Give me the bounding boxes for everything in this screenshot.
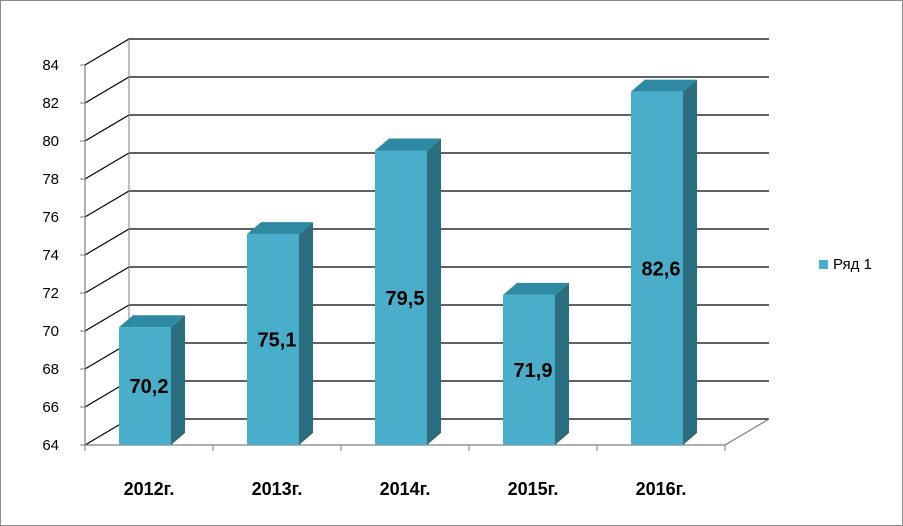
bar-top bbox=[247, 222, 313, 235]
bar-side bbox=[683, 79, 697, 445]
gridline bbox=[84, 38, 769, 66]
bar-top bbox=[375, 138, 441, 151]
bar-top bbox=[631, 79, 697, 92]
y-tick-label: 84 bbox=[42, 57, 59, 74]
y-tick-label: 68 bbox=[42, 361, 59, 378]
x-tick-label: 2014г. bbox=[380, 479, 431, 499]
y-tick-label: 64 bbox=[42, 437, 59, 454]
bar-2015г. bbox=[503, 282, 569, 445]
bar-2013г. bbox=[247, 222, 313, 445]
legend: Ряд 1 bbox=[819, 256, 872, 273]
y-tick-label: 70 bbox=[42, 323, 59, 340]
bar-side bbox=[171, 315, 185, 445]
x-tick-label: 2015г. bbox=[508, 479, 559, 499]
bar-side bbox=[555, 282, 569, 445]
data-label: 79,5 bbox=[386, 288, 425, 310]
x-tick-label: 2012г. bbox=[124, 479, 175, 499]
legend-swatch-series-1 bbox=[819, 260, 828, 269]
bar bbox=[631, 91, 683, 445]
bar-2016г. bbox=[631, 79, 697, 445]
y-tick-label: 72 bbox=[42, 285, 59, 302]
bars bbox=[119, 79, 697, 445]
legend-label-series-1: Ряд 1 bbox=[833, 256, 872, 273]
bar-side bbox=[427, 138, 441, 445]
x-tick-label: 2016г. bbox=[636, 479, 687, 499]
bar bbox=[247, 234, 299, 445]
bar bbox=[119, 327, 171, 445]
y-tick-label: 80 bbox=[42, 133, 59, 150]
y-tick-label: 74 bbox=[42, 247, 59, 264]
bar-2012г. bbox=[119, 315, 185, 445]
data-label: 82,6 bbox=[642, 258, 681, 280]
data-label: 75,1 bbox=[258, 330, 297, 352]
y-tick-label: 78 bbox=[42, 171, 59, 188]
y-tick-label: 76 bbox=[42, 209, 59, 226]
y-tick-label: 66 bbox=[42, 399, 59, 416]
data-labels: 70,2 75,1 79,5 71,9 82,6 bbox=[130, 258, 681, 398]
bar-2014г. bbox=[375, 138, 441, 445]
y-tick-label: 82 bbox=[42, 95, 59, 112]
data-label: 70,2 bbox=[130, 376, 169, 398]
x-tick-label: 2013г. bbox=[252, 479, 303, 499]
bar-side bbox=[299, 222, 313, 445]
bar bbox=[375, 150, 427, 445]
bar bbox=[503, 294, 555, 445]
bar-top bbox=[119, 315, 185, 328]
bar-top bbox=[503, 282, 569, 295]
data-label: 71,9 bbox=[514, 360, 553, 382]
